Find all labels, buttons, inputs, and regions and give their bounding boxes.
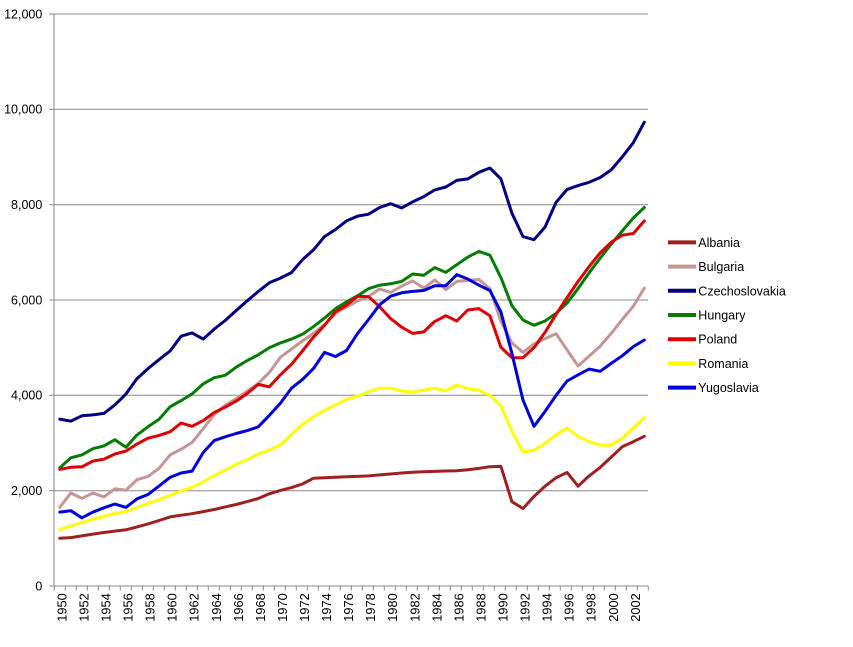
svg-text:1984: 1984 [429, 593, 444, 621]
svg-text:1966: 1966 [231, 593, 246, 621]
svg-text:1994: 1994 [540, 593, 555, 621]
svg-text:1996: 1996 [562, 593, 577, 621]
svg-text:Hungary: Hungary [698, 309, 746, 323]
svg-text:Yugoslavia: Yugoslavia [698, 381, 759, 395]
svg-text:2,000: 2,000 [11, 484, 42, 498]
svg-text:1964: 1964 [209, 593, 224, 621]
svg-text:1950: 1950 [54, 593, 69, 621]
svg-text:2000: 2000 [606, 593, 621, 621]
svg-text:1988: 1988 [474, 593, 489, 621]
svg-text:6,000: 6,000 [11, 293, 42, 307]
svg-text:1980: 1980 [385, 593, 400, 621]
svg-text:10,000: 10,000 [4, 103, 42, 117]
svg-text:Poland: Poland [698, 333, 737, 347]
svg-text:1952: 1952 [77, 593, 92, 621]
svg-text:1992: 1992 [518, 593, 533, 621]
svg-text:1970: 1970 [275, 593, 290, 621]
svg-text:1960: 1960 [165, 593, 180, 621]
svg-text:Czechoslovakia: Czechoslovakia [698, 284, 786, 298]
svg-text:1974: 1974 [319, 593, 334, 621]
svg-text:1968: 1968 [253, 593, 268, 621]
svg-text:1998: 1998 [584, 593, 599, 621]
svg-text:2002: 2002 [628, 593, 643, 621]
svg-text:Albania: Albania [698, 236, 740, 250]
svg-text:1956: 1956 [121, 593, 136, 621]
svg-text:8,000: 8,000 [11, 198, 42, 212]
svg-text:1986: 1986 [451, 593, 466, 621]
svg-text:12,000: 12,000 [4, 7, 42, 21]
svg-text:1976: 1976 [341, 593, 356, 621]
svg-text:1972: 1972 [297, 593, 312, 621]
svg-text:0: 0 [35, 579, 42, 593]
svg-text:4,000: 4,000 [11, 389, 42, 403]
svg-text:Romania: Romania [698, 357, 748, 371]
svg-text:Bulgaria: Bulgaria [698, 260, 744, 274]
svg-text:1954: 1954 [99, 593, 114, 621]
svg-text:1982: 1982 [407, 593, 422, 621]
svg-text:1978: 1978 [363, 593, 378, 621]
svg-text:1962: 1962 [187, 593, 202, 621]
svg-text:1958: 1958 [143, 593, 158, 621]
svg-text:1990: 1990 [496, 593, 511, 621]
